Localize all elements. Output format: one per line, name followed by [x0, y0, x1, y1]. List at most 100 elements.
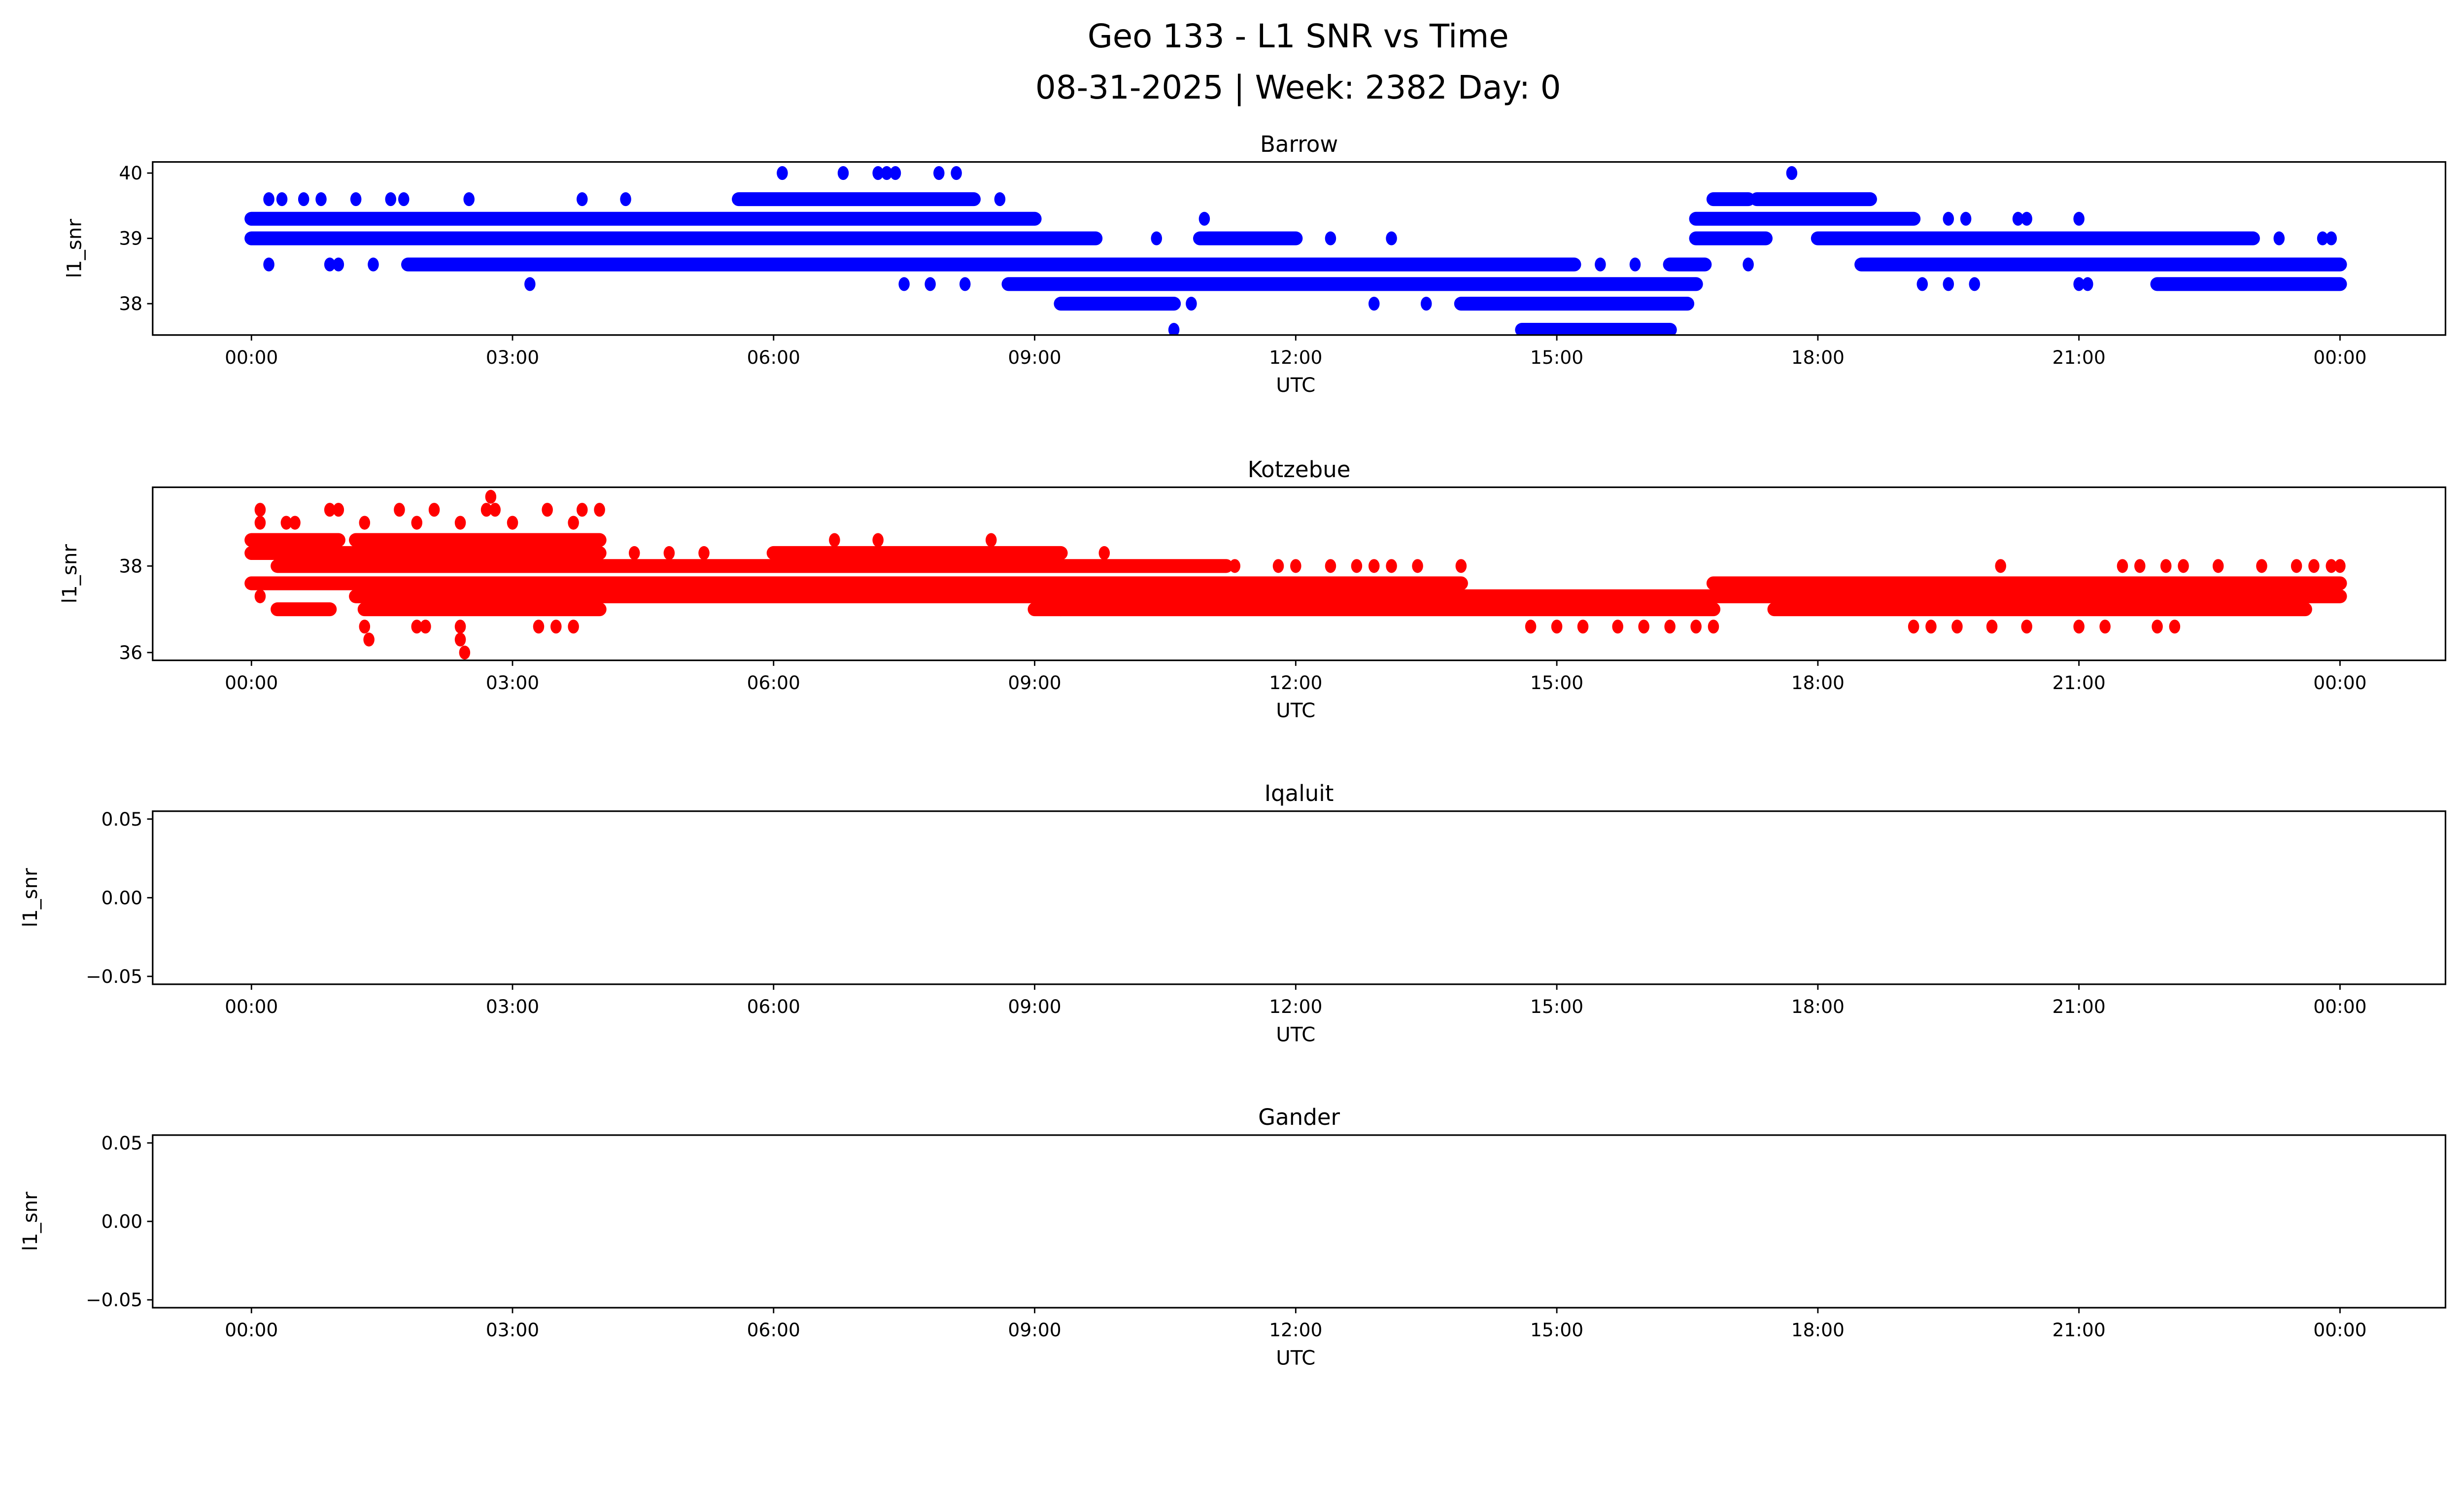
kotzebue-data-point	[454, 632, 466, 647]
barrow-subplot-title: Barrow	[1260, 131, 1338, 157]
barrow-data-point	[837, 166, 849, 180]
kotzebue-data-point	[542, 503, 553, 517]
barrow-x-tick-label: 12:00	[1269, 347, 1322, 368]
barrow-data-point	[1168, 323, 1180, 335]
barrow-data-point	[263, 257, 274, 272]
barrow-data-point	[1186, 297, 1197, 311]
barrow-data-point	[951, 166, 962, 180]
kotzebue-markers	[244, 489, 2347, 660]
iqaluit-y-tick-label: 0.00	[102, 887, 143, 908]
barrow-data-point	[1743, 257, 1754, 272]
gander-x-tick-label: 12:00	[1269, 1319, 1322, 1341]
iqaluit-y-tick-label: −0.05	[86, 966, 142, 987]
kotzebue-data-point	[454, 620, 466, 634]
kotzebue-data-point	[2334, 559, 2346, 573]
barrow-data-point	[777, 166, 788, 180]
kotzebue-data-point	[872, 533, 884, 547]
iqaluit-x-tick-label: 00:00	[2313, 996, 2366, 1017]
barrow-data-point	[1960, 211, 1972, 226]
gander-x-tick-label: 18:00	[1791, 1319, 1845, 1341]
kotzebue-data-point	[1551, 620, 1563, 634]
iqaluit-x-tick-label: 21:00	[2053, 996, 2106, 1017]
kotzebue-x-axis-label: UTC	[1276, 699, 1315, 722]
gander-y-tick-label: 0.00	[102, 1211, 143, 1232]
kotzebue-data-point	[280, 516, 292, 530]
barrow-x-axis-label: UTC	[1276, 374, 1315, 397]
figure: Geo 133 - L1 SNR vs Time 08-31-2025 | We…	[19, 18, 2447, 1369]
kotzebue-data-point	[2134, 559, 2146, 573]
iqaluit-subplot: 00:00 03:00 06:00 09:00 12:00 15:00 18:00 21:00…	[19, 780, 2447, 1046]
barrow-markers	[244, 166, 2347, 335]
kotzebue-data-point	[1925, 620, 1937, 634]
barrow-data-point	[1325, 231, 1336, 245]
barrow-data-point	[577, 192, 588, 207]
kotzebue-data-point	[254, 516, 266, 530]
barrow-data-point	[1386, 231, 1397, 245]
gander-axes-frame	[152, 1134, 2447, 1309]
iqaluit-x-tick-label: 00:00	[225, 996, 278, 1017]
barrow-data-point	[2082, 277, 2093, 291]
kotzebue-data-point	[1638, 620, 1649, 634]
barrow-data-point	[2273, 231, 2285, 245]
kotzebue-data-point	[2326, 559, 2337, 573]
kotzebue-data-point	[363, 632, 375, 647]
gander-y-tick-label: 0.05	[102, 1132, 143, 1154]
kotzebue-data-point	[1325, 559, 1336, 573]
barrow-data-point	[315, 192, 327, 207]
barrow-data-point	[385, 192, 397, 207]
barrow-data-point	[398, 192, 410, 207]
kotzebue-data-point	[485, 489, 497, 504]
kotzebue-data-point	[507, 516, 518, 530]
kotzebue-data-point	[1455, 559, 1467, 573]
kotzebue-data-point	[2169, 620, 2181, 634]
barrow-data-point	[524, 277, 536, 291]
barrow-data-point	[1595, 257, 1606, 272]
barrow-data-point	[1198, 211, 1210, 226]
iqaluit-x-axis-label: UTC	[1276, 1023, 1315, 1046]
kotzebue-data-point	[1272, 559, 1284, 573]
kotzebue-data-point	[829, 533, 840, 547]
kotzebue-x-tick-label: 18:00	[1791, 672, 1845, 694]
kotzebue-data-point	[2073, 620, 2085, 634]
kotzebue-data-point	[2256, 559, 2267, 573]
kotzebue-data-point	[411, 620, 423, 634]
gander-y-axis-label: l1_snr	[19, 1191, 42, 1251]
gander-y-tick-label: −0.05	[86, 1289, 142, 1311]
barrow-x-tick-label: 09:00	[1008, 347, 1061, 368]
kotzebue-y-tick-label: 36	[119, 642, 142, 663]
kotzebue-data-point	[1290, 559, 1301, 573]
iqaluit-x-tick-label: 12:00	[1269, 996, 1322, 1017]
gander-x-tick-label: 09:00	[1008, 1319, 1061, 1341]
kotzebue-data-point	[394, 503, 405, 517]
barrow-data-point	[1420, 297, 1432, 311]
barrow-data-point	[263, 192, 274, 207]
barrow-data-point	[368, 257, 379, 272]
kotzebue-x-tick-label: 15:00	[1530, 672, 1583, 694]
gander-x-tick-label: 03:00	[486, 1319, 539, 1341]
iqaluit-y-tick-label: 0.05	[102, 808, 143, 830]
barrow-data-point	[2073, 211, 2085, 226]
barrow-data-point	[463, 192, 475, 207]
kotzebue-data-point	[289, 516, 301, 530]
kotzebue-data-point	[628, 546, 640, 560]
gander-x-tick-label: 06:00	[747, 1319, 800, 1341]
barrow-data-point	[2021, 211, 2032, 226]
iqaluit-x-tick-label: 06:00	[747, 996, 800, 1017]
gander-x-axis-label: UTC	[1276, 1346, 1315, 1369]
iqaluit-axes-frame	[152, 810, 2447, 985]
kotzebue-data-point	[1995, 559, 2006, 573]
barrow-data-point	[350, 192, 362, 207]
barrow-data-point	[333, 257, 344, 272]
kotzebue-data-point	[2308, 559, 2320, 573]
kotzebue-x-tick-label: 09:00	[1008, 672, 1061, 694]
kotzebue-data-point	[2099, 620, 2111, 634]
barrow-data-point	[1786, 166, 1798, 180]
barrow-data-point	[276, 192, 288, 207]
barrow-data-point	[933, 166, 945, 180]
kotzebue-data-point	[1229, 559, 1240, 573]
iqaluit-x-tick-label: 15:00	[1530, 996, 1583, 1017]
barrow-data-point	[959, 277, 971, 291]
barrow-data-point	[2012, 211, 2024, 226]
barrow-x-tick-label: 18:00	[1791, 347, 1845, 368]
kotzebue-data-point	[1386, 559, 1397, 573]
